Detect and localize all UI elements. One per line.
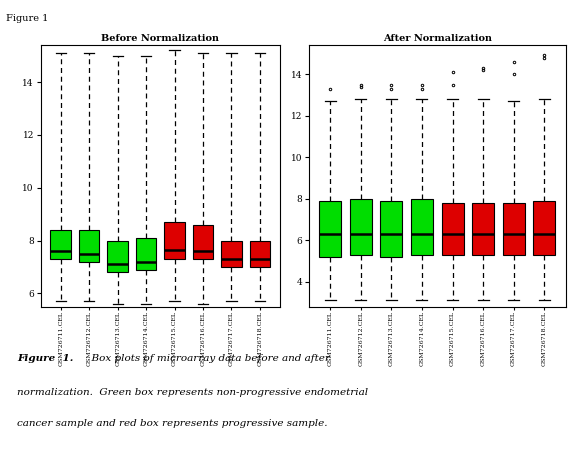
Text: Box plots of microarray data before and after: Box plots of microarray data before and … xyxy=(85,354,329,363)
PathPatch shape xyxy=(51,230,71,259)
Text: normalization.  Green box represents non-progressive endometrial: normalization. Green box represents non-… xyxy=(17,388,368,397)
PathPatch shape xyxy=(107,241,128,272)
PathPatch shape xyxy=(193,225,213,259)
PathPatch shape xyxy=(164,222,185,259)
PathPatch shape xyxy=(381,201,402,257)
PathPatch shape xyxy=(350,199,372,255)
Title: Before Normalization: Before Normalization xyxy=(101,34,219,43)
PathPatch shape xyxy=(319,201,342,257)
PathPatch shape xyxy=(136,238,156,270)
Text: Figure 1: Figure 1 xyxy=(6,14,48,23)
PathPatch shape xyxy=(79,230,100,262)
PathPatch shape xyxy=(472,203,494,255)
PathPatch shape xyxy=(441,203,463,255)
Title: After Normalization: After Normalization xyxy=(383,34,491,43)
Text: Figure  1.: Figure 1. xyxy=(17,354,74,363)
PathPatch shape xyxy=(533,201,555,255)
PathPatch shape xyxy=(503,203,525,255)
PathPatch shape xyxy=(221,241,242,267)
PathPatch shape xyxy=(411,199,433,255)
Text: cancer sample and red box represents progressive sample.: cancer sample and red box represents pro… xyxy=(17,419,328,428)
PathPatch shape xyxy=(250,241,270,267)
